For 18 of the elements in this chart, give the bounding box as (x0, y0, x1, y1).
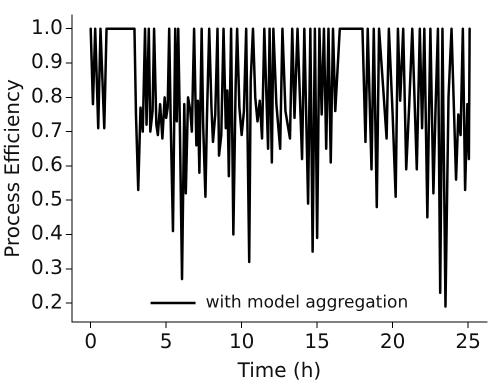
y-tick-label: 0.3 (30, 255, 63, 280)
y-tick-label: 0.4 (30, 220, 63, 245)
x-tick-label: 15 (304, 329, 330, 354)
y-tick-label: 0.6 (30, 152, 63, 176)
legend-label: with model aggregation (206, 292, 408, 312)
y-tick-label: 0.9 (30, 49, 63, 74)
x-tick-label: 25 (455, 329, 481, 354)
y-axis-title: Process Efficiency (0, 79, 24, 258)
x-axis-title: Time (h) (236, 358, 322, 382)
y-tick-label: 0.5 (30, 186, 63, 210)
x-tick-label: 20 (380, 329, 406, 354)
y-tick-label: 0.2 (30, 289, 63, 314)
x-tick-label: 5 (160, 329, 173, 354)
x-tick-label: 0 (84, 329, 98, 354)
y-tick-label: 1.0 (30, 14, 63, 39)
x-tick-label: 10 (228, 329, 254, 354)
y-tick-label: 0.8 (30, 84, 63, 108)
y-tick-label: 0.7 (30, 118, 63, 142)
